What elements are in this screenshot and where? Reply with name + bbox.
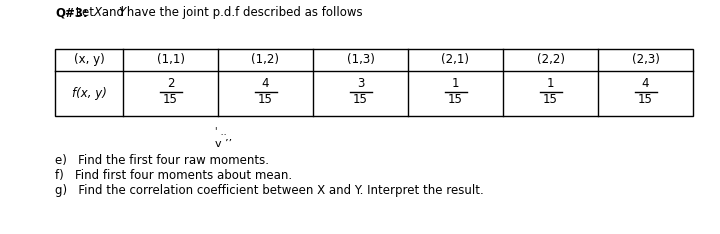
Text: 4: 4 — [262, 77, 269, 90]
Text: (2,1): (2,1) — [441, 54, 469, 66]
Text: (2,2): (2,2) — [536, 54, 564, 66]
Text: 15: 15 — [638, 93, 653, 106]
Bar — [55, 49, 693, 116]
Text: e)   Find the first four raw moments.: e) Find the first four raw moments. — [55, 154, 269, 167]
Text: 1: 1 — [546, 77, 554, 90]
Text: 15: 15 — [163, 93, 178, 106]
Text: f)   Find first four moments about mean.: f) Find first four moments about mean. — [55, 169, 292, 182]
Text: g)   Find the correlation coefficient between X and Y. Interpret the result.: g) Find the correlation coefficient betw… — [55, 184, 484, 197]
Text: Let: Let — [72, 6, 98, 19]
Text: (1,3): (1,3) — [346, 54, 374, 66]
Text: 15: 15 — [543, 93, 558, 106]
Text: 4: 4 — [642, 77, 649, 90]
Text: (x, y): (x, y) — [73, 54, 104, 66]
Text: ' ..: ' .. — [215, 127, 227, 137]
Text: have the joint p.d.f described as follows: have the joint p.d.f described as follow… — [123, 6, 363, 19]
Text: Y: Y — [119, 6, 126, 19]
Text: (2,3): (2,3) — [631, 54, 660, 66]
Text: 1: 1 — [451, 77, 459, 90]
Text: 2: 2 — [167, 77, 174, 90]
Text: X: X — [94, 6, 102, 19]
Text: (1,1): (1,1) — [156, 54, 184, 66]
Text: 3: 3 — [357, 77, 364, 90]
Text: f(x, y): f(x, y) — [71, 87, 107, 100]
Text: (1,2): (1,2) — [251, 54, 279, 66]
Text: 15: 15 — [448, 93, 463, 106]
Text: 15: 15 — [258, 93, 273, 106]
Text: Q#3:: Q#3: — [55, 6, 88, 19]
Text: and: and — [97, 6, 127, 19]
Text: 15: 15 — [353, 93, 368, 106]
Text: v ’’: v ’’ — [215, 139, 232, 149]
